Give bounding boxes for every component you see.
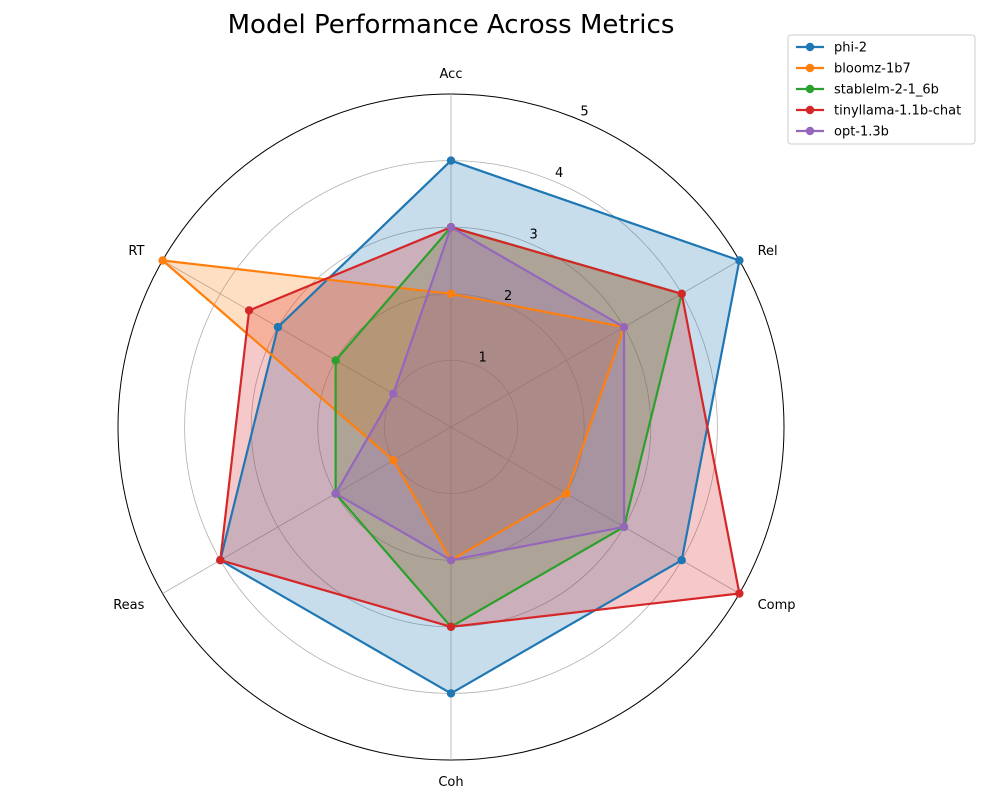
series-3-point-coh (446, 622, 456, 631)
legend-swatch-marker-3 (805, 105, 815, 115)
series-4-point-acc (446, 223, 456, 232)
series-0-point-acc (446, 156, 456, 165)
radial-tick-4: 4 (555, 166, 563, 181)
series-0-point-rt (273, 322, 283, 332)
legend-swatch-marker-2 (805, 84, 815, 94)
series-fill-0 (220, 160, 740, 694)
series-1-point-reas (389, 456, 398, 465)
series-1-point-comp (562, 489, 571, 498)
series-0-point-rel (735, 256, 744, 265)
series-0-point-comp (677, 556, 686, 565)
series-3-point-rt (244, 306, 254, 315)
series-fill-4 (335, 227, 625, 561)
series-markers (158, 156, 744, 698)
series-4-point-comp (619, 522, 629, 532)
axis-label-rt: RT (128, 244, 144, 259)
axis-label-coh: Coh (438, 775, 463, 790)
series-4-point-coh (446, 556, 456, 565)
axis-label-comp: Comp (758, 598, 796, 613)
axis-label-rel: Rel (758, 244, 778, 259)
series-0-point-coh (446, 689, 456, 698)
legend-frame (787, 34, 976, 145)
series-1-point-rt (158, 256, 167, 265)
legend-label-0: phi-2 (834, 41, 867, 56)
legend: phi-2 bloomz-1b7 stablelm-2-1_6b tinyllama-… (787, 34, 976, 145)
axis-label-reas: Reas (113, 598, 144, 613)
legend-swatch-marker-1 (805, 63, 815, 73)
axis-label-acc: Acc (440, 67, 463, 82)
radial-tick-3: 3 (529, 227, 537, 242)
series-3-point-comp (735, 589, 744, 598)
series-4-point-reas (331, 489, 340, 498)
legend-label-1: bloomz-1b7 (834, 62, 911, 77)
series-1-point-acc (446, 289, 456, 298)
legend-label-4: opt-1.3b (834, 125, 889, 140)
series-fill-2 (335, 227, 682, 627)
spoke-reas (162, 426, 452, 594)
legend-swatch-marker-0 (805, 42, 815, 52)
series-fills (162, 160, 740, 694)
legend-label-3: tinyllama-1.1b-chat (834, 104, 961, 119)
series-fill-3 (220, 227, 740, 627)
radial-tick-1: 1 (478, 350, 486, 365)
radial-tick-5: 5 (580, 104, 588, 119)
series-3-point-reas (216, 556, 225, 565)
series-fill-1 (162, 260, 625, 561)
legend-swatch-marker-4 (805, 126, 815, 136)
series-2-point-rt (331, 356, 340, 365)
chart-title: Model Performance Across Metrics (228, 10, 675, 40)
series-4-point-rel (619, 322, 629, 332)
spoke-rel (450, 260, 740, 428)
spoke-rt (162, 260, 452, 428)
radial-tick-labels: 1 2 3 4 5 (478, 104, 588, 365)
series-4-point-rt (389, 389, 398, 398)
series-3-point-rel (677, 289, 686, 298)
legend-label-2: stablelm-2-1_6b (834, 83, 939, 98)
axis-labels: Acc Rel Comp Coh Reas RT (113, 67, 795, 790)
spoke-comp (450, 426, 740, 594)
radial-tick-2: 2 (504, 289, 512, 304)
